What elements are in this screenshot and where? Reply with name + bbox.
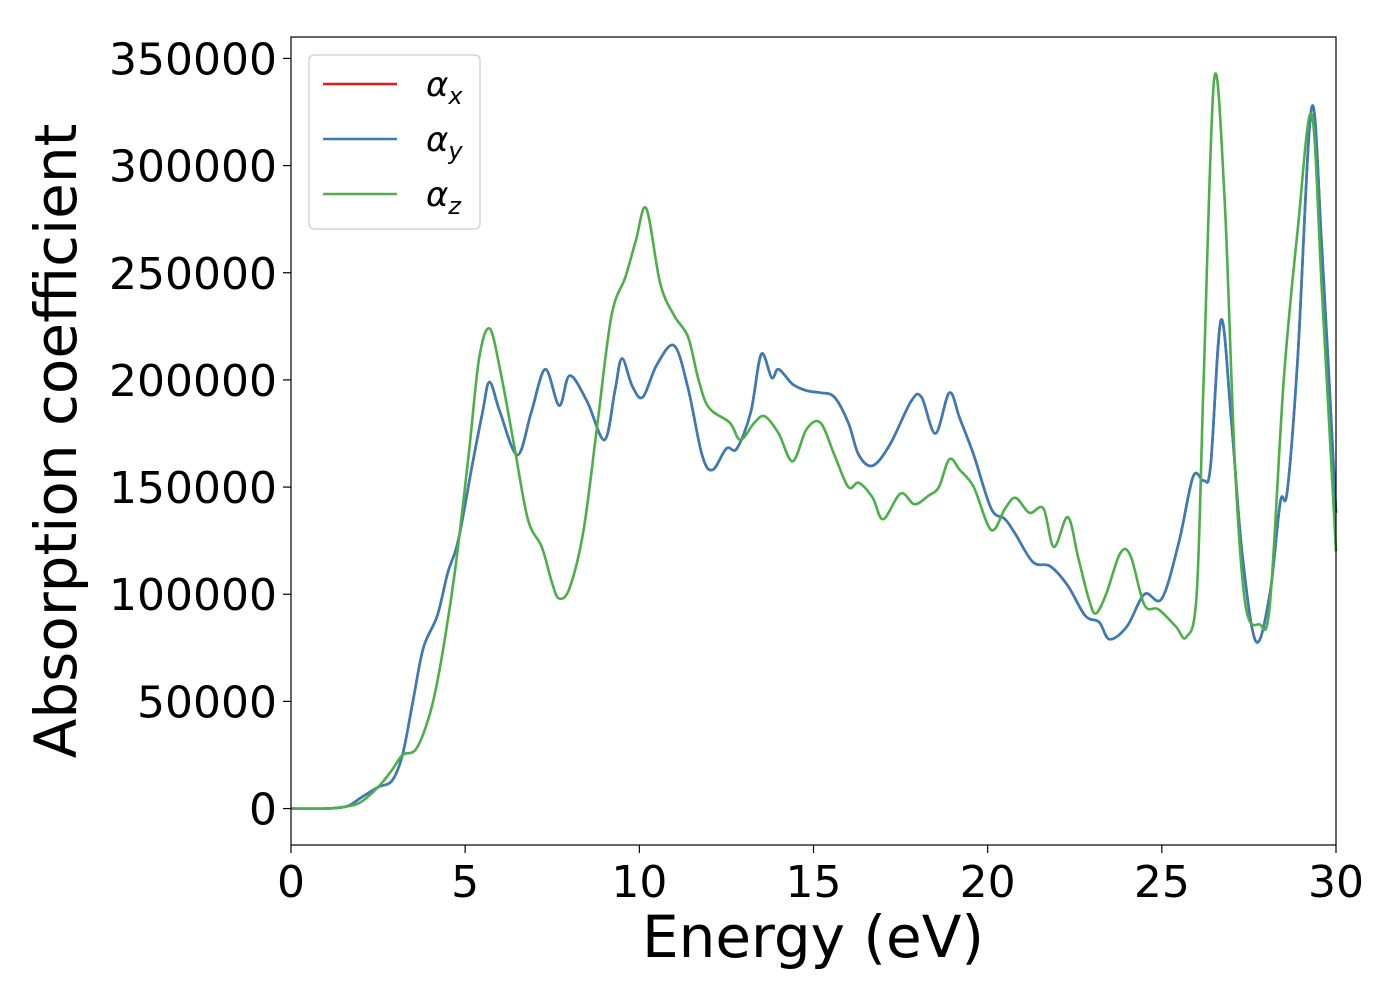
x-tick-label: 15 (786, 857, 842, 908)
y-tick-label: 250000 (109, 249, 277, 300)
y-axis-ticks: 0 50000 100000 150000 200000 250000 300000 3500… (109, 34, 291, 836)
x-tick-label: 30 (1308, 857, 1364, 908)
y-tick-label: 150000 (109, 463, 277, 514)
x-tick-label: 0 (277, 857, 305, 908)
y-tick-label: 50000 (137, 677, 277, 728)
series-line-alpha-z (290, 72, 1338, 811)
x-tick-label: 5 (451, 857, 479, 908)
y-axis-label: Absorption coefficient (22, 124, 90, 759)
y-tick-label: 300000 (109, 142, 277, 193)
x-axis-ticks: 0 5 10 15 20 25 30 (277, 845, 1364, 908)
y-tick-label: 0 (249, 785, 277, 836)
x-tick-label: 10 (611, 857, 667, 908)
x-tick-label: 20 (960, 857, 1016, 908)
y-tick-label: 100000 (109, 570, 277, 621)
series-line-alpha-y (290, 104, 1338, 811)
x-tick-label: 25 (1134, 857, 1190, 908)
y-tick-label: 200000 (109, 356, 277, 407)
x-axis-label: Energy (eV) (642, 903, 984, 971)
legend-box (308, 54, 481, 230)
series-layer (290, 72, 1338, 811)
y-tick-label: 350000 (109, 34, 277, 85)
